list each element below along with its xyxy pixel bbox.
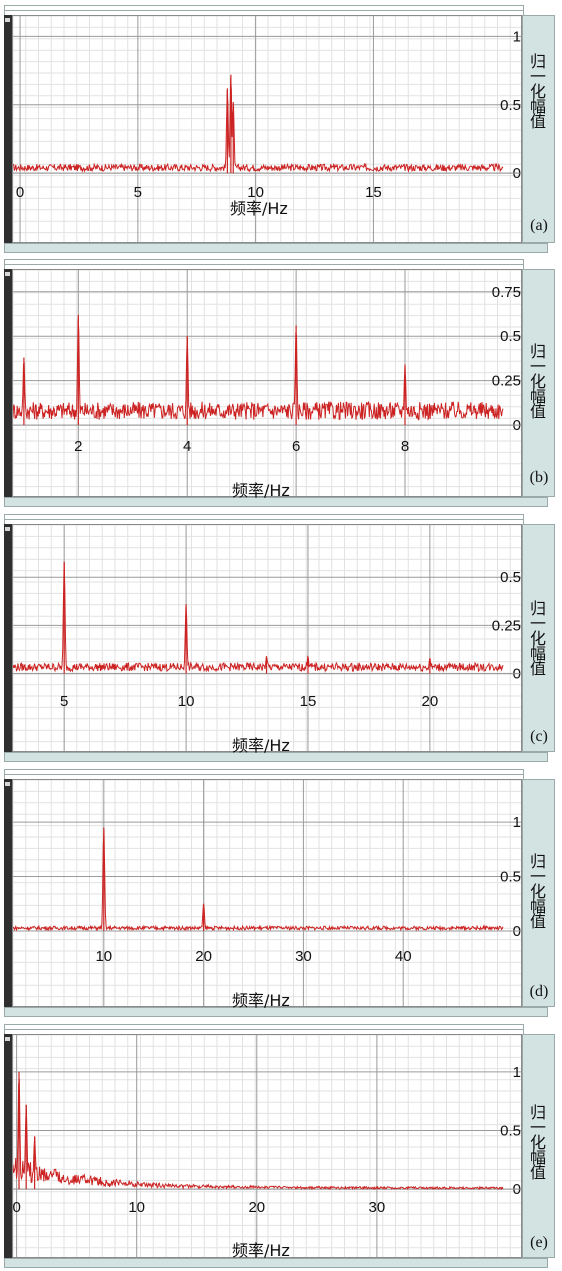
side-panel [522, 15, 555, 243]
panel-label: (c) [530, 728, 548, 745]
x-tick-label: 4 [183, 438, 191, 455]
x-axis-label-text: 频率/Hz [230, 199, 288, 218]
spectrum-line [13, 1078, 504, 1191]
x-axis-label-text: 频率/Hz [232, 1241, 290, 1260]
panel-bottom-strip [4, 1258, 548, 1268]
side-panel [522, 779, 555, 1007]
y-axis-label: 归一化幅值 [527, 53, 546, 128]
panel-label: (a) [530, 217, 548, 234]
x-tick-label: 20 [248, 1199, 265, 1216]
chart-svg: 0 10 20 30 0 0.5 1 [13, 1035, 521, 1257]
y-tick-label: 0.75 [492, 284, 521, 301]
x-tick-label: 10 [95, 948, 112, 965]
plot-area: 0 5 10 15 0 0.5 1 [12, 15, 522, 243]
spectrum-line [13, 562, 504, 673]
panel-top-strip [4, 259, 524, 269]
x-tick-label: 20 [422, 693, 439, 710]
x-axis-label-text: 频率/Hz [232, 481, 290, 500]
y-tick-label: 0.25 [492, 617, 521, 634]
panel-top-strip [4, 5, 524, 15]
plot-area: 5 10 15 20 0 0.25 0.5 [12, 524, 522, 752]
panel-bottom-strip [4, 752, 548, 762]
y-tick-label: 0.5 [500, 569, 521, 586]
x-tick-label: 30 [295, 948, 312, 965]
x-tick-label: 40 [395, 948, 412, 965]
y-axis-label: 归一化幅值 [527, 1104, 546, 1179]
y-axis-label: 归一化幅值 [527, 600, 546, 675]
panel-side-bar [4, 269, 12, 497]
panel-bottom-strip [4, 497, 548, 507]
plot-area: 10 20 30 40 0 0.5 1 [12, 779, 522, 1007]
x-tick-label: 20 [195, 948, 212, 965]
spectrum-line [13, 319, 504, 421]
x-tick-label: 8 [401, 438, 409, 455]
panel-top-strip [4, 1024, 524, 1034]
panel-bottom-strip [4, 243, 548, 253]
panel-side-bar [4, 1034, 12, 1258]
y-tick-label: 1 [513, 28, 521, 45]
panel-label: (d) [529, 983, 549, 1000]
side-panel [522, 269, 555, 497]
x-tick-label: 15 [300, 693, 317, 710]
x-tick-label: 15 [365, 184, 382, 201]
y-tick-label: 1 [513, 1064, 521, 1081]
chart-svg: 2 4 6 800.250.50.75 [13, 270, 521, 496]
x-tick-label: 5 [60, 693, 68, 710]
panel-label: (b) [529, 469, 549, 486]
chart-panel-d: 10 20 30 40 0 0.5 1 归一化幅值 频率/Hz (d) [4, 769, 555, 1019]
panel-side-bar [4, 524, 12, 752]
panel-top-strip [4, 769, 524, 779]
chart-panel-a: 0 5 10 15 0 0.5 1 归一化幅值 频率/Hz (a) [4, 5, 555, 255]
side-panel [522, 1034, 555, 1258]
y-tick-label: 0 [513, 1181, 521, 1198]
x-tick-label: 30 [369, 1199, 386, 1216]
x-tick-label: 10 [178, 693, 195, 710]
x-axis-label: 频率/Hz [230, 195, 288, 219]
side-panel [522, 524, 555, 752]
panel-side-bar [4, 15, 12, 243]
y-axis-label: 归一化幅值 [527, 343, 546, 418]
chart-panel-b: 2 4 6 8 0 0.25 0.5 0.75 归一化幅值 频率/Hz (b) [4, 259, 555, 509]
y-tick-label: 0.5 [500, 1122, 521, 1139]
y-tick-label: 1 [513, 814, 521, 831]
x-tick-label: 0 [13, 1199, 21, 1216]
x-axis-label-text: 频率/Hz [232, 991, 290, 1010]
chart-panel-c: 5 10 15 20 0 0.25 0.5 归一化幅值 频率/Hz (c) [4, 514, 555, 764]
x-axis-label-text: 频率/Hz [232, 736, 290, 755]
x-tick-label: 0 [16, 184, 24, 201]
panel-bottom-strip [4, 1007, 548, 1017]
plot-area: 2 4 6 8 0 0.25 0.5 0.75 [12, 269, 522, 497]
y-tick-label: 0.5 [500, 328, 521, 345]
x-axis-label: 频率/Hz [232, 987, 290, 1011]
chart-panel-e: 0 10 20 30 0 0.5 1 归一化幅值 频率/Hz (e) [4, 1024, 555, 1270]
panel-side-bar [4, 779, 12, 1007]
x-tick-label: 10 [247, 184, 264, 201]
spectrum-line [13, 77, 504, 173]
y-tick-label: 0.5 [500, 869, 521, 886]
x-axis-label: 频率/Hz [232, 732, 290, 756]
panel-label: (e) [530, 1234, 548, 1251]
x-axis-label: 频率/Hz [232, 1237, 290, 1261]
x-tick-label: 2 [74, 438, 82, 455]
x-tick-label: 5 [134, 184, 142, 201]
x-tick-label: 10 [128, 1199, 145, 1216]
y-tick-label: 0.25 [492, 373, 521, 390]
spectrum-line [13, 829, 504, 932]
x-axis-label: 频率/Hz [232, 477, 290, 501]
plot-area: 0 10 20 30 0 0.5 1 [12, 1034, 522, 1258]
y-axis-label: 归一化幅值 [527, 853, 546, 928]
panel-top-strip [4, 514, 524, 524]
x-tick-label: 6 [292, 438, 300, 455]
y-tick-label: 0.5 [500, 97, 521, 114]
